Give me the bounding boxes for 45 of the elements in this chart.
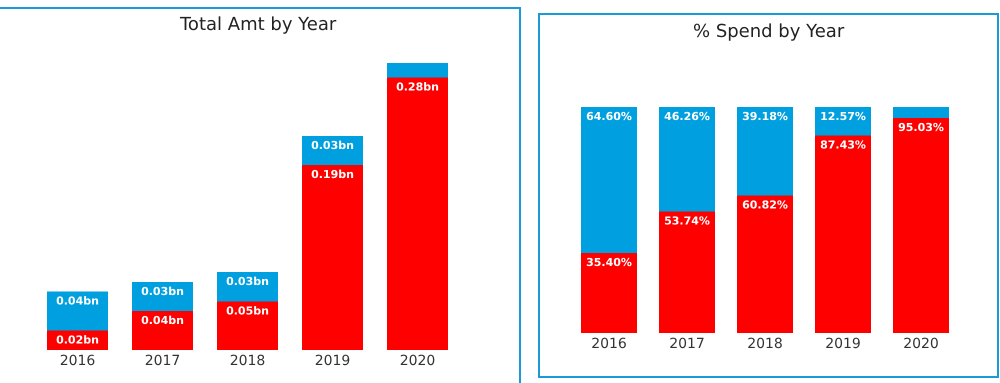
x-tick-label: 2019 xyxy=(314,353,350,369)
data-label: 0.05bn xyxy=(226,304,269,318)
bar xyxy=(892,118,950,333)
bar xyxy=(736,107,794,196)
bar xyxy=(658,212,716,333)
data-label: 95.03% xyxy=(898,121,944,134)
bar xyxy=(216,301,278,350)
bar xyxy=(386,78,448,350)
data-label: 87.43% xyxy=(820,138,866,152)
bar xyxy=(46,292,108,331)
data-label: 0.03bn xyxy=(141,284,184,298)
x-tick-label: 2018 xyxy=(747,336,783,352)
data-label: 60.82% xyxy=(742,198,788,212)
x-tick-label: 2017 xyxy=(669,336,705,352)
bar xyxy=(736,196,794,333)
data-label: 35.40% xyxy=(586,256,632,269)
bar xyxy=(580,107,638,253)
bar xyxy=(580,253,638,333)
data-label: 0.28bn xyxy=(396,80,439,94)
data-label: 0.03bn xyxy=(226,275,269,288)
bar xyxy=(814,135,872,333)
bar xyxy=(658,107,716,212)
x-tick-label: 2019 xyxy=(825,336,861,352)
x-tick-label: 2020 xyxy=(903,336,939,352)
bar xyxy=(302,165,364,350)
data-label: 0.02bn xyxy=(56,334,99,347)
data-label: 64.60% xyxy=(586,110,632,123)
x-tick-label: 2017 xyxy=(144,353,180,369)
x-tick-label: 2016 xyxy=(60,353,96,369)
data-label: 53.74% xyxy=(664,214,710,228)
data-label: 0.19bn xyxy=(311,168,354,182)
data-label: 0.04bn xyxy=(141,314,184,328)
data-label: 46.26% xyxy=(664,110,710,123)
bar xyxy=(892,107,950,118)
bar xyxy=(386,63,448,78)
chart-title: Total Amt by Year xyxy=(179,14,337,35)
data-label: 39.18% xyxy=(742,110,788,123)
x-tick-label: 2020 xyxy=(400,353,436,369)
data-label: 0.03bn xyxy=(311,138,354,152)
data-label: 12.57% xyxy=(820,110,866,123)
x-tick-label: 2018 xyxy=(230,353,266,369)
x-tick-label: 2016 xyxy=(591,336,627,352)
chart-title: % Spend by Year xyxy=(693,21,845,42)
data-label: 0.04bn xyxy=(56,294,99,308)
bar xyxy=(132,311,194,350)
